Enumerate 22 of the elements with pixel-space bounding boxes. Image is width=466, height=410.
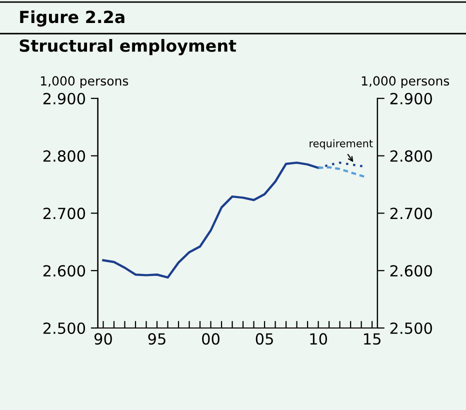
y-axis-title: 1,000 persons — [40, 76, 128, 88]
y2-tick-label: 2.700 — [390, 208, 432, 220]
y-tick-label: 2.600 — [43, 265, 86, 277]
annotation: requirement — [310, 139, 373, 150]
y2-tick-label: 2.600 — [390, 265, 432, 277]
y-tick-label: 2.900 — [43, 92, 86, 104]
y2-tick-label: 2.800 — [390, 150, 432, 162]
line-series — [317, 166, 367, 178]
x-tick-label: 05 — [256, 333, 273, 345]
x-tick-label: 00 — [202, 333, 220, 345]
y2-tick-label: 2.500 — [390, 322, 432, 334]
x-tick-label: 15 — [364, 333, 380, 345]
y-tick-label: 2.500 — [43, 322, 86, 334]
y2-tick-label: 2.900 — [390, 92, 432, 104]
y-tick-label: 2.700 — [43, 208, 86, 220]
x-tick-label: 10 — [310, 333, 328, 345]
x-tick-label: 95 — [148, 333, 166, 345]
chart-subtitle: Structural employment — [20, 39, 236, 56]
x-tick-label: 90 — [94, 333, 112, 345]
y-tick-label: 2.800 — [43, 150, 86, 162]
y2-axis-title: 1,000 persons — [362, 76, 450, 88]
chart-title: Figure 2.2a — [20, 10, 124, 27]
